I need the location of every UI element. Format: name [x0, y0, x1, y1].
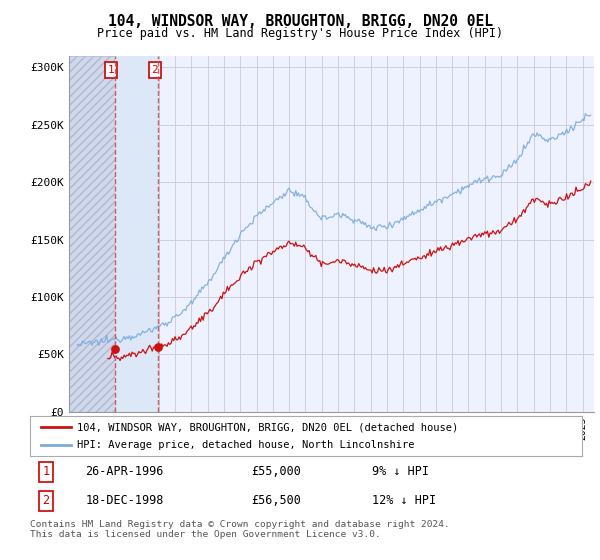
Text: Contains HM Land Registry data © Crown copyright and database right 2024.
This d: Contains HM Land Registry data © Crown c… [30, 520, 450, 539]
Point [110, 344, 120, 353]
Text: 2: 2 [42, 494, 49, 507]
Text: 2: 2 [152, 65, 158, 75]
Text: 9% ↓ HPI: 9% ↓ HPI [372, 465, 429, 478]
Text: 12% ↓ HPI: 12% ↓ HPI [372, 494, 436, 507]
Text: 104, WINDSOR WAY, BROUGHTON, BRIGG, DN20 0EL (detached house): 104, WINDSOR WAY, BROUGHTON, BRIGG, DN20… [77, 422, 458, 432]
Text: 104, WINDSOR WAY, BROUGHTON, BRIGG, DN20 0EL: 104, WINDSOR WAY, BROUGHTON, BRIGG, DN20… [107, 14, 493, 29]
Text: 18-DEC-1998: 18-DEC-1998 [85, 494, 164, 507]
Point [154, 342, 163, 351]
Text: Price paid vs. HM Land Registry's House Price Index (HPI): Price paid vs. HM Land Registry's House … [97, 27, 503, 40]
Text: 1: 1 [107, 65, 114, 75]
Text: 26-APR-1996: 26-APR-1996 [85, 465, 164, 478]
Bar [69, 56, 115, 412]
Bar [115, 56, 158, 412]
Text: HPI: Average price, detached house, North Lincolnshire: HPI: Average price, detached house, Nort… [77, 440, 415, 450]
Text: £56,500: £56,500 [251, 494, 301, 507]
Text: 1: 1 [42, 465, 49, 478]
Text: £55,000: £55,000 [251, 465, 301, 478]
